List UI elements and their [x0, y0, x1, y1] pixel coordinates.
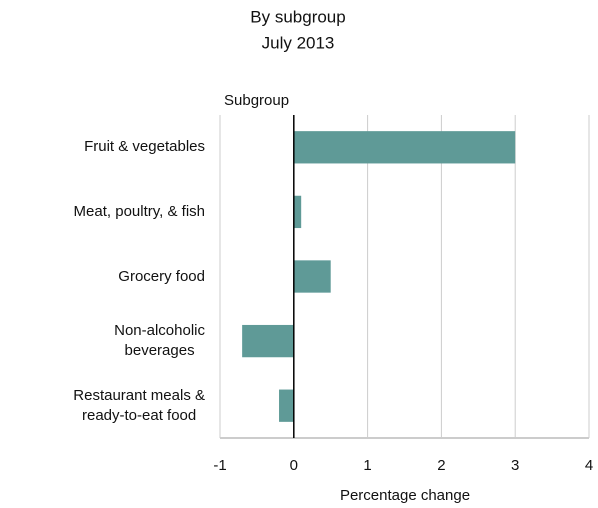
- bar: [293, 260, 331, 293]
- bar: [279, 389, 294, 422]
- bar: [293, 131, 516, 164]
- y-tick-label: Restaurant meals & ready-to-eat food: [73, 386, 205, 424]
- y-tick-label: Grocery food: [118, 267, 205, 285]
- x-tick-label: 3: [511, 457, 519, 474]
- y-tick-label: Meat, poultry, & fish: [73, 202, 205, 220]
- x-tick-label: 4: [585, 457, 593, 474]
- bar: [242, 324, 294, 358]
- x-tick-label: 2: [437, 457, 445, 474]
- y-tick-label: Fruit & vegetables: [84, 138, 205, 156]
- y-tick-label: Non-alcoholic beverages: [114, 322, 205, 360]
- y-axis-title: Subgroup: [224, 92, 289, 109]
- subtitle: July 2013: [262, 33, 335, 52]
- x-tick-label: -1: [213, 457, 226, 474]
- x-axis-title: Percentage change: [340, 487, 470, 504]
- subtitle: By subgroup: [250, 7, 345, 26]
- x-tick-label: 1: [363, 457, 371, 474]
- bar: [293, 195, 302, 229]
- x-tick-label: 0: [290, 457, 298, 474]
